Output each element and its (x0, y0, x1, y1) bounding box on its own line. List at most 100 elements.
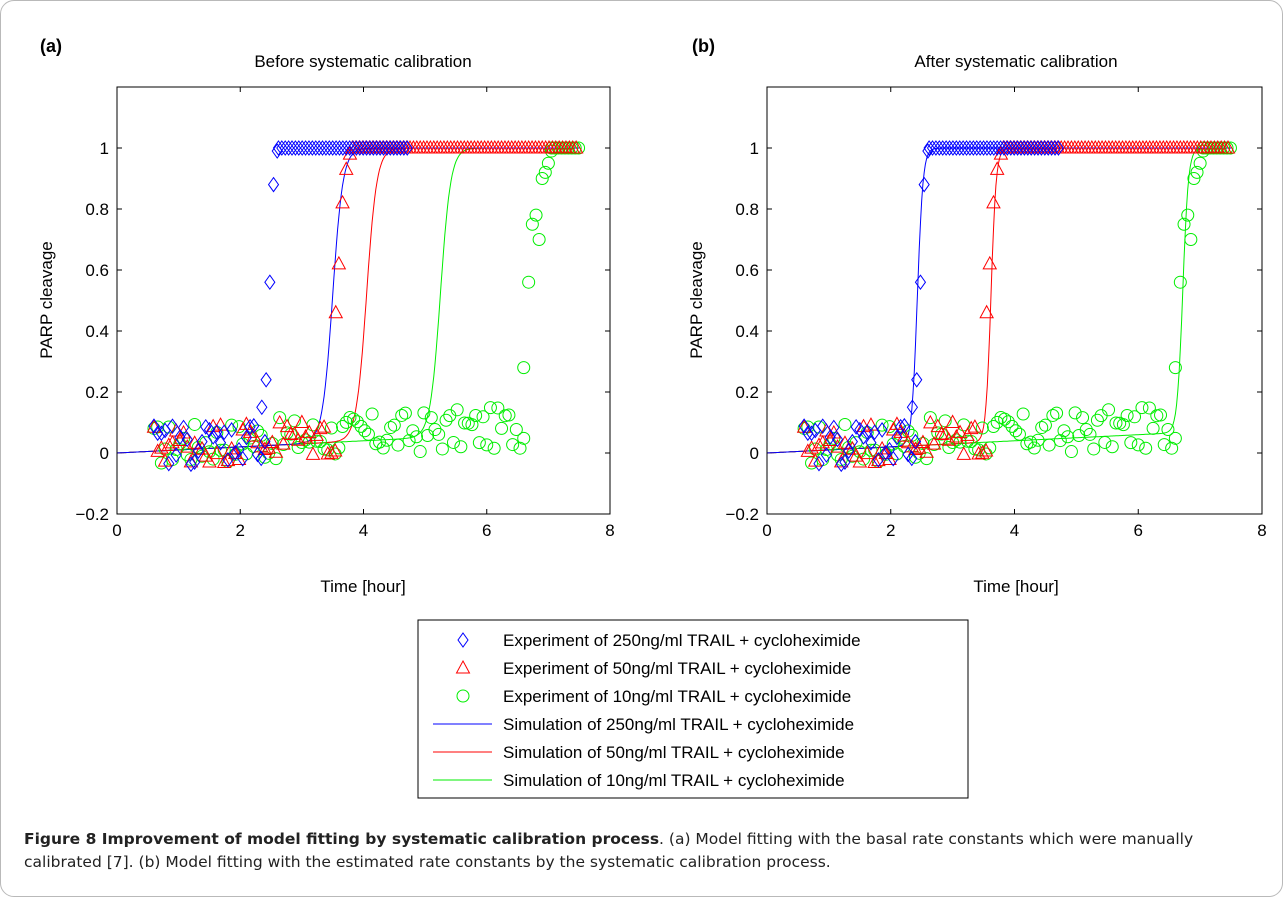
x-axis-label: Time [hour] (973, 577, 1058, 596)
data-point-diamond (817, 418, 829, 435)
data-point-triangle (848, 448, 864, 462)
y-tick-label: 0.2 (85, 383, 109, 402)
legend-label: Simulation of 10ng/ml TRAIL + cyclohexim… (503, 771, 845, 790)
data-point-triangle (316, 419, 332, 433)
data-point-diamond (299, 140, 312, 156)
data-point-circle (495, 421, 509, 435)
data-point-circle (432, 427, 446, 441)
y-tick-label: 1 (750, 139, 759, 158)
legend-label: Simulation of 50ng/ml TRAIL + cyclohexim… (503, 743, 845, 762)
data-point-circle (273, 411, 287, 425)
data-point-circle (413, 445, 427, 459)
data-point-circle (923, 411, 937, 425)
figure-caption: Figure 8 Improvement of model fitting by… (24, 828, 1264, 874)
data-point-triangle (871, 452, 886, 467)
data-point-circle (417, 406, 431, 420)
data-point-diamond (286, 140, 298, 156)
figure-canvas: (a) Before systematic calibration PARP c… (37, 36, 1267, 799)
simulation-lines (116, 147, 580, 454)
data-point-circle (1027, 441, 1041, 455)
y-tick-label: −0.2 (725, 505, 759, 524)
data-point-triangle (919, 444, 934, 458)
data-point-triangle (220, 452, 236, 467)
data-point-triangle (283, 426, 299, 441)
data-point-circle (805, 456, 819, 470)
data-point-circle (1050, 406, 1064, 420)
data-point-diamond (876, 422, 888, 438)
data-point-diamond (237, 450, 249, 467)
data-point-diamond (861, 424, 873, 440)
data-point-triangle (309, 427, 325, 441)
data-point-triangle (811, 437, 827, 451)
data-point-circle (1142, 401, 1156, 415)
data-point-triangle (930, 418, 946, 433)
data-point-diamond (306, 140, 318, 156)
data-point-circle (916, 436, 930, 450)
data-point-diamond (152, 425, 164, 442)
data-point-diamond (240, 429, 253, 446)
data-point-triangle (154, 440, 169, 454)
data-point-circle (483, 401, 497, 415)
data-point-diamond (316, 140, 329, 156)
data-point-diamond (914, 274, 927, 291)
data-point-diamond (880, 444, 892, 461)
x-tick-label: 6 (482, 521, 491, 540)
data-point-triangle (845, 440, 860, 455)
data-point-circle (990, 415, 1004, 429)
data-point-triangle (963, 420, 979, 435)
data-point-circle (469, 409, 483, 423)
data-point-diamond (155, 425, 167, 442)
data-point-circle (1135, 401, 1149, 415)
data-point-circle (450, 403, 464, 417)
chart-title: Before systematic calibration (254, 52, 471, 71)
data-point-circle (380, 433, 394, 447)
data-point-circle (1009, 424, 1023, 438)
data-point-triangle (335, 194, 350, 209)
y-tick-label: 0.6 (735, 261, 759, 280)
data-point-circle (384, 421, 398, 435)
data-point-diamond (293, 140, 305, 156)
data-point-circle (1087, 442, 1101, 456)
data-point-diamond (267, 176, 280, 193)
data-point-circle (1005, 419, 1019, 433)
data-point-circle (1076, 411, 1090, 425)
data-point-diamond (174, 429, 186, 446)
data-point-diamond (222, 451, 234, 468)
data-point-triangle (568, 139, 584, 154)
data-point-triangle (305, 446, 321, 460)
data-point-triangle (979, 304, 994, 319)
data-point-triangle (804, 440, 819, 454)
data-point-circle (1068, 406, 1082, 420)
data-point-circle (387, 418, 401, 432)
data-point-diamond (211, 424, 223, 440)
data-point-diamond (177, 419, 190, 436)
y-tick-label: 0.2 (735, 383, 759, 402)
data-point-circle (456, 689, 470, 703)
data-point-diamond (330, 140, 342, 156)
data-point-triangle (948, 428, 964, 443)
data-point-diamond (166, 418, 179, 435)
data-point-circle (875, 418, 889, 432)
plot-area (116, 86, 611, 515)
data-point-diamond (805, 425, 818, 442)
data-point-triangle (279, 418, 295, 433)
data-point-circle (324, 421, 338, 435)
legend-label: Experiment of 250ng/ml TRAIL + cyclohexi… (503, 631, 861, 650)
data-point-circle (328, 447, 342, 461)
data-point-triangle (833, 453, 849, 468)
data-point-circle (502, 408, 516, 422)
data-point-circle (339, 415, 353, 429)
data-point-diamond (320, 140, 332, 156)
data-point-circle (428, 423, 442, 437)
data-point-circle (358, 424, 372, 438)
data-point-circle (535, 172, 549, 185)
data-point-circle (435, 442, 449, 456)
data-point-circle (480, 438, 494, 452)
data-point-triangle (150, 443, 166, 457)
data-point-circle (487, 441, 501, 455)
data-point-circle (472, 436, 486, 450)
data-point-circle (1012, 427, 1026, 441)
data-point-diamond (170, 447, 182, 463)
data-point-diamond (313, 140, 325, 156)
data-point-circle (269, 452, 283, 466)
